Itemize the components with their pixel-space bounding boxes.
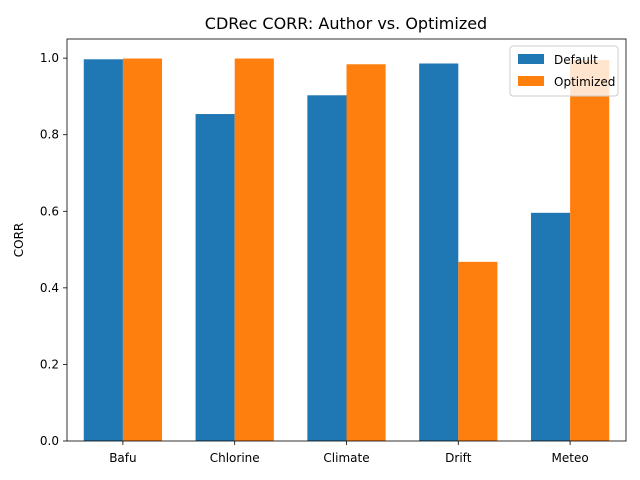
chart-title: CDRec CORR: Author vs. Optimized (205, 14, 487, 33)
y-axis-label: CORR (12, 223, 26, 258)
y-tick-label: 1.0 (40, 51, 59, 65)
y-tick-label: 0.4 (40, 281, 59, 295)
y-axis: 0.0 0.2 0.4 0.6 0.8 1.0 (40, 51, 67, 448)
x-tick-label: Drift (445, 451, 472, 465)
x-tick-label: Climate (323, 451, 369, 465)
bar-optimized-bafu (122, 58, 163, 441)
x-tick-label: Chlorine (210, 451, 260, 465)
legend-label: Optimized (554, 75, 615, 89)
x-axis: Bafu Chlorine Climate Drift Meteo (109, 441, 589, 465)
bar-default-climate (307, 95, 347, 441)
y-tick-label: 0.6 (40, 204, 59, 218)
plot-frame (66, 38, 627, 442)
y-tick-label: 0.8 (40, 128, 59, 142)
y-tick-label: 0.0 (40, 434, 59, 448)
legend: Default Optimized (509, 45, 619, 97)
legend-label: Default (554, 53, 598, 67)
bar-default-bafu (83, 59, 123, 441)
bar-optimized-meteo (570, 60, 610, 442)
bar-optimized-drift (458, 261, 498, 441)
bar-optimized-chlorine (234, 58, 274, 441)
legend-swatch (518, 76, 544, 86)
y-tick-label: 0.2 (40, 357, 59, 371)
bars-group (83, 58, 610, 442)
x-tick-label: Bafu (109, 451, 136, 465)
bar-default-chlorine (195, 114, 235, 441)
bar-default-meteo (530, 212, 571, 441)
bar-default-drift (419, 63, 459, 441)
legend-swatch (518, 54, 544, 64)
x-tick-label: Meteo (552, 451, 589, 465)
bar-optimized-climate (346, 64, 386, 442)
